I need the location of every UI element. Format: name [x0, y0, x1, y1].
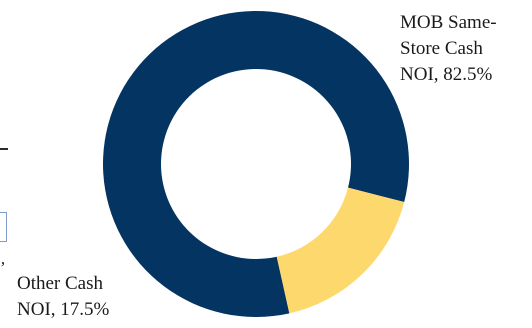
edge-partial-box — [0, 212, 7, 242]
label-other-line-1: Other Cash — [17, 273, 104, 294]
edge-partial-glyph: ’ — [0, 258, 6, 277]
label-mob-same-store: MOB Same- Store Cash NOI, 82.5% — [400, 10, 497, 88]
donut-slice-mob-same-store — [103, 11, 409, 318]
label-mob-line-3: NOI, 82.5% — [400, 64, 493, 85]
label-mob-line-2: Store Cash — [400, 38, 483, 59]
label-mob-line-1: MOB Same- — [400, 12, 497, 33]
label-other-cash: Other Cash NOI, 17.5% — [17, 271, 109, 323]
label-other-line-2: NOI, 17.5% — [17, 299, 110, 320]
donut-slice-other-cash — [276, 187, 405, 314]
edge-divider-line — [0, 148, 8, 150]
